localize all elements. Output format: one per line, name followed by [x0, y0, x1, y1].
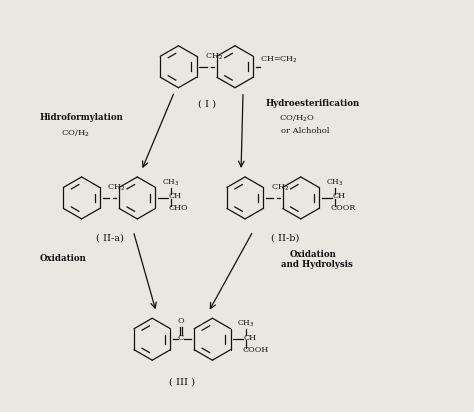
Text: COOH: COOH — [242, 346, 268, 354]
Text: ( II-a): ( II-a) — [95, 233, 123, 242]
Text: O: O — [178, 317, 184, 325]
Text: CH: CH — [169, 192, 182, 200]
Text: CH: CH — [332, 192, 345, 200]
Text: CH$_2$: CH$_2$ — [205, 52, 223, 62]
Text: or Alchohol: or Alchohol — [282, 127, 330, 135]
Text: C: C — [177, 335, 183, 342]
Text: COOR: COOR — [331, 204, 356, 212]
Text: Hydroesterification: Hydroesterification — [265, 98, 359, 108]
Text: CH$_3$: CH$_3$ — [163, 177, 180, 188]
Text: Oxidation: Oxidation — [290, 250, 337, 259]
Text: CH$_3$: CH$_3$ — [237, 318, 255, 329]
Text: CO/H$_2$: CO/H$_2$ — [62, 128, 90, 138]
Text: CH: CH — [244, 334, 257, 342]
Text: CO/H$_2$O: CO/H$_2$O — [279, 114, 315, 124]
Text: CH$_3$: CH$_3$ — [326, 177, 344, 188]
Text: Hidroformylation: Hidroformylation — [39, 113, 123, 122]
Text: CHO: CHO — [169, 204, 188, 212]
Text: CH$_2$: CH$_2$ — [271, 183, 289, 193]
Text: CH$_2$: CH$_2$ — [108, 183, 126, 193]
Text: ( I ): ( I ) — [198, 100, 216, 109]
Text: and Hydrolysis: and Hydrolysis — [282, 260, 353, 269]
Text: Oxidation: Oxidation — [39, 254, 86, 263]
Text: ( III ): ( III ) — [169, 377, 195, 386]
Text: CH=CH$_2$: CH=CH$_2$ — [260, 54, 298, 65]
Text: ( II-b): ( II-b) — [271, 233, 299, 242]
